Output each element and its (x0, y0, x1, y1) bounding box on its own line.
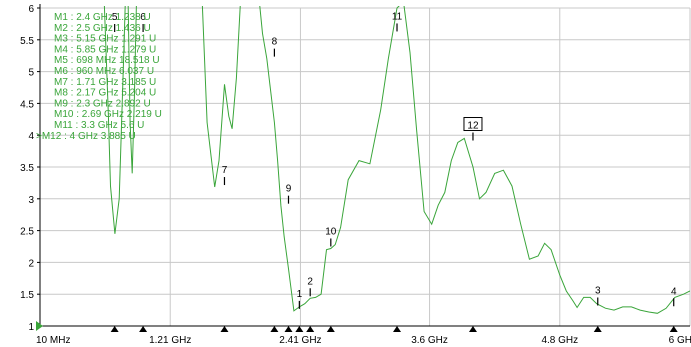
marker-list-entry: M10 : 2.69 GHz 2.219 U (54, 109, 162, 120)
y-tick-label: 3.5 (20, 163, 34, 174)
marker-axis-triangle (270, 326, 279, 332)
marker-list-entry: M3 : 5.15 GHz 1.291 U (54, 34, 156, 45)
x-tick-label: 10 MHz (36, 335, 70, 346)
y-tick-label: 5 (28, 68, 34, 79)
marker-axis-triangle (110, 326, 119, 332)
grid (39, 4, 691, 327)
marker-list-entry: M2 : 2.5 GHz 1.436 U (54, 23, 151, 34)
marker-list-entry: M5 : 698 MHz 18.518 U (54, 55, 160, 66)
marker-label: 11 (392, 11, 403, 22)
marker-label: 8 (272, 37, 278, 48)
marker-axis-triangle (393, 326, 402, 332)
marker-list-entry: M1 : 2.4 GHz 1.238 U (54, 12, 151, 23)
marker-list-entry: M4 : 5.85 GHz 1.279 U (54, 44, 156, 55)
marker-label: 7 (222, 165, 228, 176)
marker-label: 10 (325, 226, 337, 237)
y-tick-label: 4.5 (20, 99, 34, 110)
y-tick-label: 5.5 (20, 36, 34, 47)
marker-list-entry: M6 : 960 MHz 6.037 U (54, 66, 154, 77)
y-tick-label: 1 (28, 322, 34, 333)
marker-axis-triangle (139, 326, 148, 332)
marker-axis-triangle (326, 326, 335, 332)
x-tick-label: 1.21 GHz (149, 335, 191, 346)
y-tick-label: 1.5 (20, 290, 34, 301)
marker-axis-triangle (593, 326, 602, 332)
y-tick-label: 3 (28, 195, 34, 206)
x-tick-label: 4.8 GHz (541, 335, 578, 346)
marker-axis-triangle (220, 326, 229, 332)
marker-label: 12 (467, 121, 479, 132)
marker-label: 3 (595, 285, 601, 296)
x-tick-label: 2.41 GHz (279, 335, 321, 346)
x-tick-label: 6 GH (669, 335, 691, 346)
marker-list-entry: >M12 : 4 GHz 3.885 U (36, 131, 136, 142)
y-tick-label: 2 (28, 258, 34, 269)
reference-level-marker (36, 321, 43, 331)
marker-active-box (463, 117, 483, 132)
marker-list: M1 : 2.4 GHz 1.238 UM2 : 2.5 GHz 1.436 U… (36, 12, 162, 142)
marker-label: 5 (112, 12, 118, 23)
marker-axis-triangle (284, 326, 293, 332)
marker-axis-triangle (669, 326, 678, 332)
marker-axis-triangle (295, 326, 304, 332)
marker-axis-triangle (468, 326, 477, 332)
y-tick-label: 2.5 (20, 227, 34, 238)
axis-marker-layer (110, 326, 678, 332)
marker-label: 6 (140, 12, 146, 23)
marker-list-entry: M9 : 2.3 GHz 2.892 U (54, 98, 151, 109)
marker-label: 4 (671, 286, 677, 297)
marker-axis-triangle (306, 326, 315, 332)
marker-label: 9 (286, 184, 292, 195)
marker-label: 1 (297, 289, 303, 300)
y-tick-label: 6 (28, 4, 34, 15)
marker-label: 2 (307, 276, 313, 287)
x-axis-ticks: 10 MHz 1.21 GHz 2.41 GHz 3.6 GHz 4.8 GHz 6 GH (36, 321, 691, 346)
trace-line (103, 6, 690, 314)
trace-layer (103, 6, 690, 314)
marker-list-entry: M8 : 2.17 GHz 5.204 U (54, 88, 156, 99)
x-tick-label: 3.6 GHz (411, 335, 448, 346)
y-tick-label: 4 (28, 131, 34, 142)
marker-list-entry: M7 : 1.71 GHz 3.185 U (54, 77, 156, 88)
marker-list-entry: M11 : 3.3 GHz 5.6 U (54, 120, 144, 131)
